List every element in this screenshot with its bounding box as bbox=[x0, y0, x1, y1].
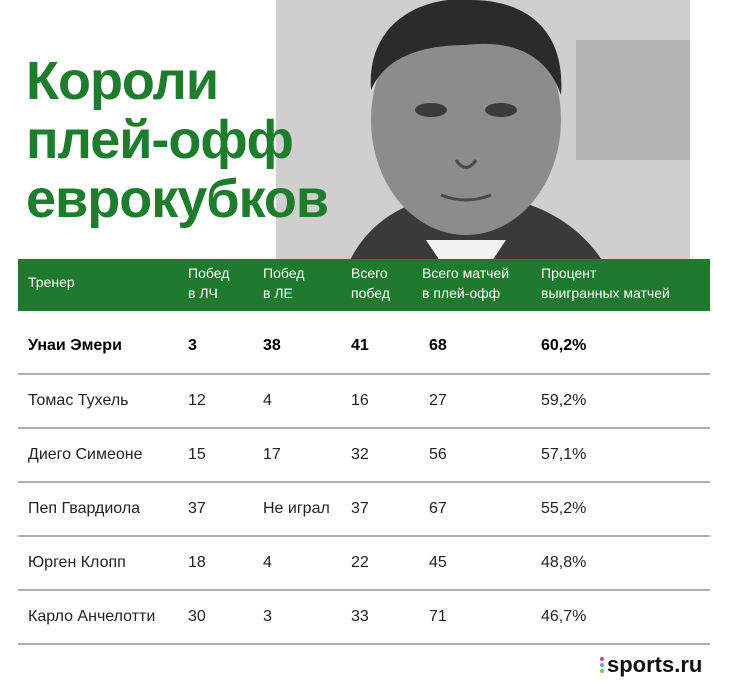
cell-cl-wins: 30 bbox=[188, 608, 206, 625]
logo-dot bbox=[600, 657, 604, 661]
header-win-percent: Процент выигранных матчей bbox=[541, 265, 670, 301]
logo-dot bbox=[600, 669, 604, 673]
table-row: Карло Анчелотти 30 3 33 71 46,7% bbox=[18, 591, 710, 645]
cell-coach-name: Пеп Гвардиола bbox=[28, 500, 141, 517]
cell-win-percent: 57,1% bbox=[541, 446, 587, 463]
logo-dots-icon bbox=[600, 657, 604, 673]
cell-el-wins: 4 bbox=[263, 392, 272, 409]
cell-total-matches: 56 bbox=[429, 446, 447, 463]
title-line-2: плей-офф bbox=[26, 110, 294, 170]
header-cl-wins: Побед в ЛЧ bbox=[188, 265, 230, 301]
cell-coach-name: Диего Симеоне bbox=[28, 446, 143, 463]
cell-el-wins: 4 bbox=[263, 554, 272, 571]
page-title: Короли плей-офф еврокубков bbox=[26, 51, 329, 229]
header-total-matches: Всего матчей в плей-офф bbox=[422, 265, 510, 301]
cell-cl-wins: 15 bbox=[188, 446, 206, 463]
table-row: Диего Симеоне 15 17 32 56 57,1% bbox=[18, 429, 710, 483]
table-row: Юрген Клопп 18 4 22 45 48,8% bbox=[18, 537, 710, 591]
cell-el-wins: 38 bbox=[263, 336, 281, 354]
cell-cl-wins: 18 bbox=[188, 554, 206, 571]
cell-coach-name: Карло Анчелотти bbox=[28, 608, 156, 625]
cell-coach-name: Унаи Эмери bbox=[28, 336, 122, 354]
table-row: Томас Тухель 12 4 16 27 59,2% bbox=[18, 375, 710, 429]
cell-win-percent: 59,2% bbox=[541, 392, 587, 409]
cell-el-wins: 3 bbox=[263, 608, 272, 625]
table-header: Тренер Побед в ЛЧ Побед в ЛЕ Всего побед Вс… bbox=[18, 259, 710, 311]
sports-ru-logo: sports.ru bbox=[600, 650, 702, 680]
cell-total-wins: 33 bbox=[351, 608, 369, 625]
cell-total-matches: 71 bbox=[429, 608, 447, 625]
header-total-wins: Всего побед bbox=[351, 265, 390, 301]
cell-total-wins: 16 bbox=[351, 392, 369, 409]
logo-dot bbox=[600, 663, 604, 667]
cell-win-percent: 55,2% bbox=[541, 500, 587, 517]
table-body: Унаи Эмери 3 38 41 68 60,2% Томас Тухель 12 4 16 2… bbox=[18, 318, 710, 645]
table-row: Унаи Эмери 3 38 41 68 60,2% bbox=[18, 318, 710, 375]
cell-el-wins: 17 bbox=[263, 446, 281, 463]
cell-cl-wins: 12 bbox=[188, 392, 206, 409]
cell-total-matches: 68 bbox=[429, 336, 447, 354]
cell-coach-name: Томас Тухель bbox=[28, 392, 129, 409]
cell-total-matches: 45 bbox=[429, 554, 447, 571]
title-line-3: еврокубков bbox=[26, 169, 329, 229]
cell-total-wins: 37 bbox=[351, 500, 369, 517]
header-coach: Тренер bbox=[28, 274, 75, 290]
table-row: Пеп Гвардиола 37 Не играл 37 67 55,2% bbox=[18, 483, 710, 537]
logo-text: sports.ru bbox=[607, 652, 703, 677]
cell-total-matches: 67 bbox=[429, 500, 447, 517]
cell-total-wins: 22 bbox=[351, 554, 369, 571]
cell-cl-wins: 3 bbox=[188, 336, 197, 354]
cell-win-percent: 46,7% bbox=[541, 608, 587, 625]
cell-cl-wins: 37 bbox=[188, 500, 206, 517]
header-el-wins: Побед в ЛЕ bbox=[263, 265, 305, 301]
cell-total-wins: 32 bbox=[351, 446, 369, 463]
cell-total-wins: 41 bbox=[351, 336, 369, 354]
cell-total-matches: 27 bbox=[429, 392, 447, 409]
cell-win-percent: 48,8% bbox=[541, 554, 587, 571]
cell-win-percent: 60,2% bbox=[541, 336, 587, 354]
cell-el-wins: Не играл bbox=[263, 500, 330, 517]
cell-coach-name: Юрген Клопп bbox=[28, 554, 126, 571]
title-line-1: Короли bbox=[26, 51, 219, 111]
